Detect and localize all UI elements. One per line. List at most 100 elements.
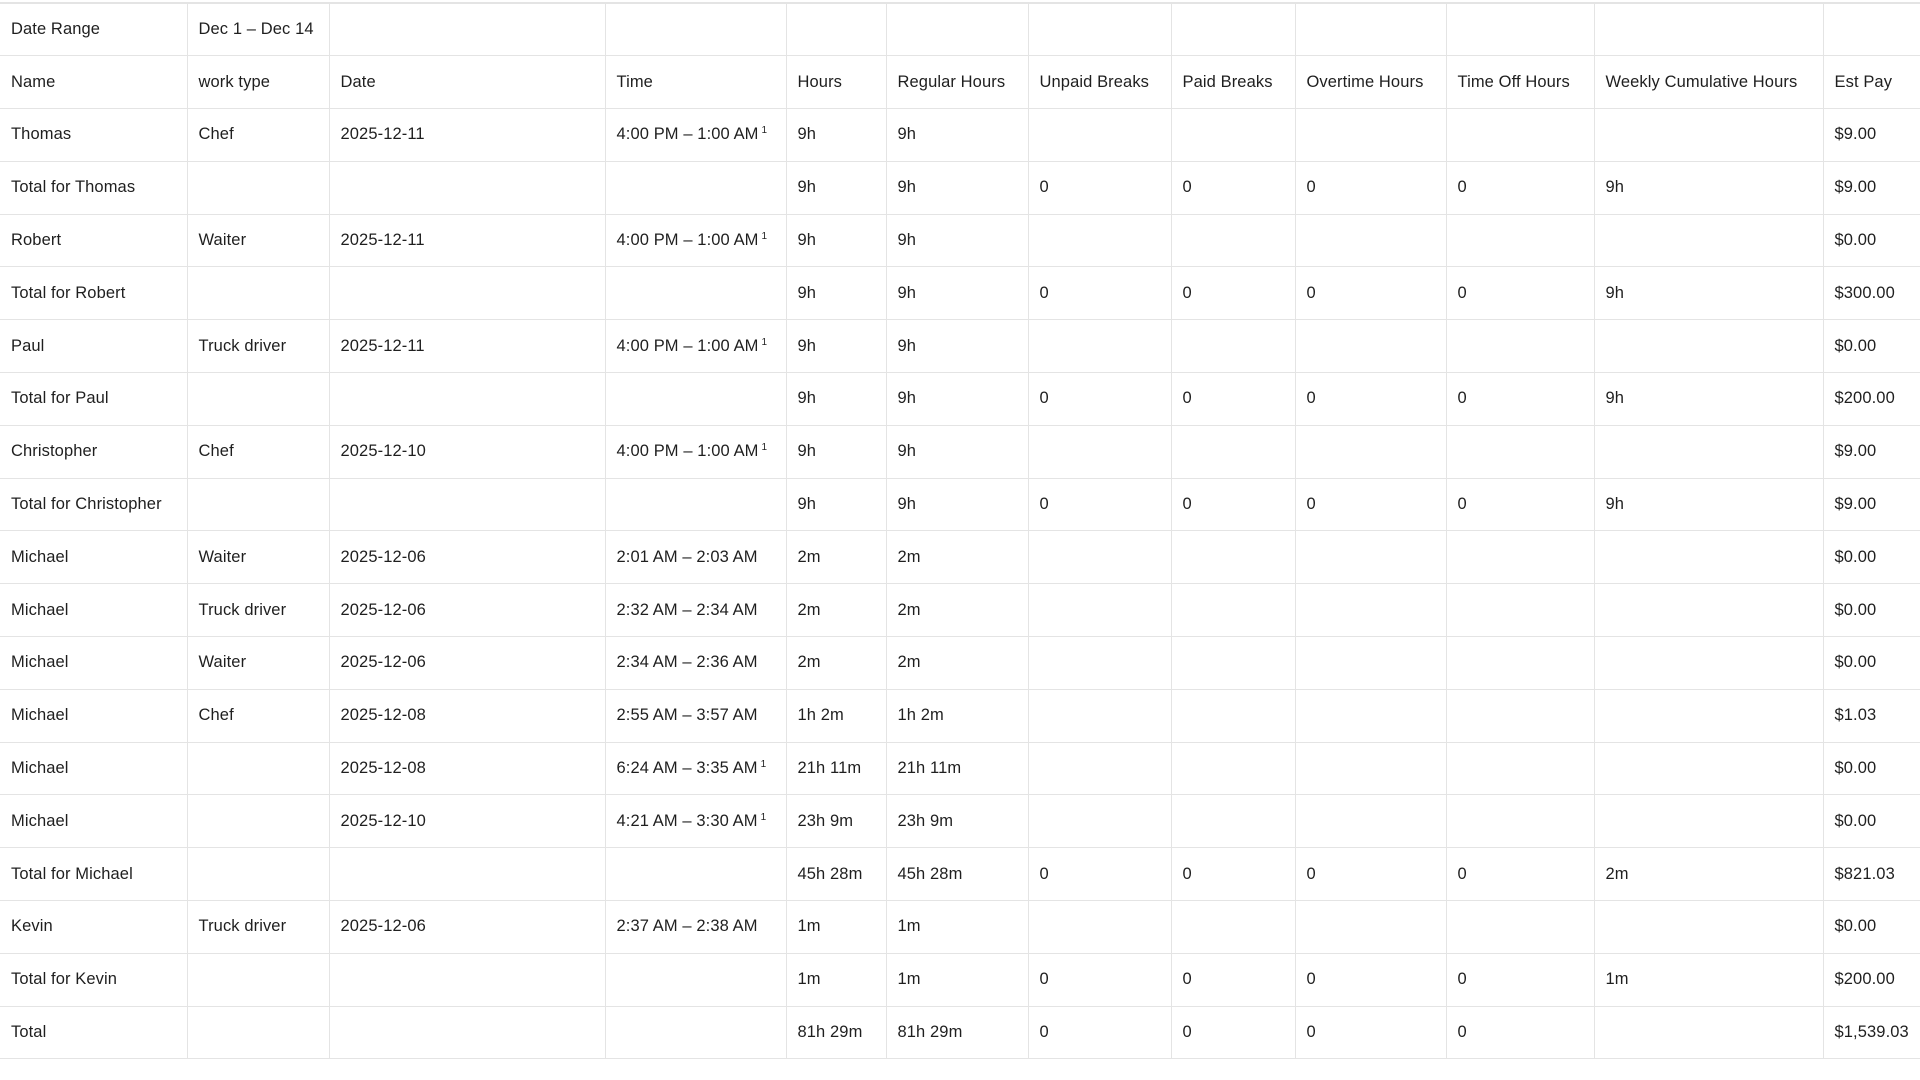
cell-time-off-hours[interactable]: 0 xyxy=(1446,847,1595,902)
cell-est-pay[interactable]: $0.00 xyxy=(1823,900,1920,954)
cell-est-pay[interactable]: $200.00 xyxy=(1823,952,1920,1007)
cell-time-off-hours[interactable]: 0 xyxy=(1446,160,1595,215)
cell-est-pay[interactable]: $9.00 xyxy=(1823,477,1920,532)
cell-overtime-hours[interactable] xyxy=(1295,688,1447,743)
cell-work-type[interactable]: Truck driver xyxy=(187,900,330,954)
cell-date[interactable] xyxy=(329,160,606,215)
cell-date[interactable]: 2025-12-08 xyxy=(329,741,606,796)
cell-hours[interactable]: 1m xyxy=(786,900,887,954)
cell-paid-breaks[interactable] xyxy=(1171,636,1296,690)
cell-name[interactable]: Christopher xyxy=(0,424,188,479)
cell-date[interactable] xyxy=(329,1005,606,1060)
cell-overtime-hours[interactable] xyxy=(1295,794,1447,849)
cell-date[interactable]: 2025-12-11 xyxy=(329,213,606,268)
cell-time-off-hours[interactable] xyxy=(1446,794,1595,849)
cell-work-type[interactable]: Chef xyxy=(187,424,330,479)
cell-time[interactable]: 4:00 PM – 1:00 AM 1 xyxy=(605,319,787,374)
cell-time[interactable]: 2:34 AM – 2:36 AM xyxy=(605,636,787,690)
cell-unpaid-breaks[interactable] xyxy=(1028,213,1172,268)
cell-weekly-cumulative-hours[interactable]: 9h xyxy=(1594,372,1824,426)
cell-time[interactable]: 2:55 AM – 3:57 AM xyxy=(605,688,787,743)
cell-est-pay[interactable]: $9.00 xyxy=(1823,160,1920,215)
cell-est-pay[interactable]: $0.00 xyxy=(1823,794,1920,849)
cell-weekly-cumulative-hours[interactable] xyxy=(1594,741,1824,796)
cell-time-off-hours[interactable]: 0 xyxy=(1446,952,1595,1007)
cell-name[interactable]: Kevin xyxy=(0,900,188,954)
cell-unpaid-breaks[interactable] xyxy=(1028,424,1172,479)
cell-unpaid-breaks[interactable] xyxy=(1028,319,1172,374)
cell-overtime-hours[interactable] xyxy=(1295,319,1447,374)
cell-hours[interactable]: 9h xyxy=(786,266,887,321)
cell-time[interactable]: 4:21 AM – 3:30 AM 1 xyxy=(605,794,787,849)
cell-regular-hours[interactable]: 9h xyxy=(886,266,1029,321)
cell-date[interactable]: 2025-12-11 xyxy=(329,319,606,374)
cell-overtime-hours[interactable]: 0 xyxy=(1295,160,1447,215)
cell-regular-hours[interactable]: 9h xyxy=(886,424,1029,479)
column-header-name[interactable]: Name xyxy=(0,55,188,110)
cell-work-type[interactable]: Truck driver xyxy=(187,583,330,638)
cell-est-pay[interactable]: $821.03 xyxy=(1823,847,1920,902)
cell-time[interactable] xyxy=(605,477,787,532)
cell-date[interactable]: 2025-12-11 xyxy=(329,108,606,162)
cell-time[interactable] xyxy=(605,847,787,902)
empty-cell[interactable] xyxy=(329,2,606,57)
cell-time[interactable]: 4:00 PM – 1:00 AM 1 xyxy=(605,213,787,268)
cell-time-off-hours[interactable] xyxy=(1446,900,1595,954)
cell-work-type[interactable]: Truck driver xyxy=(187,319,330,374)
cell-time[interactable]: 2:37 AM – 2:38 AM xyxy=(605,900,787,954)
cell-name[interactable]: Total for Kevin xyxy=(0,952,188,1007)
cell-name[interactable]: Total for Christopher xyxy=(0,477,188,532)
cell-name[interactable]: Robert xyxy=(0,213,188,268)
cell-time[interactable] xyxy=(605,160,787,215)
cell-overtime-hours[interactable]: 0 xyxy=(1295,847,1447,902)
cell-weekly-cumulative-hours[interactable] xyxy=(1594,108,1824,162)
cell-est-pay[interactable]: $0.00 xyxy=(1823,741,1920,796)
column-header-unpaid-breaks[interactable]: Unpaid Breaks xyxy=(1028,55,1172,110)
cell-name[interactable]: Thomas xyxy=(0,108,188,162)
cell-name[interactable]: Michael xyxy=(0,636,188,690)
cell-regular-hours[interactable]: 21h 11m xyxy=(886,741,1029,796)
cell-hours[interactable]: 2m xyxy=(786,530,887,585)
cell-time[interactable]: 4:00 PM – 1:00 AM 1 xyxy=(605,424,787,479)
cell-paid-breaks[interactable] xyxy=(1171,741,1296,796)
cell-overtime-hours[interactable] xyxy=(1295,108,1447,162)
column-header-paid-breaks[interactable]: Paid Breaks xyxy=(1171,55,1296,110)
cell-hours[interactable]: 45h 28m xyxy=(786,847,887,902)
cell-regular-hours[interactable]: 9h xyxy=(886,319,1029,374)
date-range-label[interactable]: Date Range xyxy=(0,2,188,57)
cell-unpaid-breaks[interactable] xyxy=(1028,530,1172,585)
cell-weekly-cumulative-hours[interactable] xyxy=(1594,424,1824,479)
cell-unpaid-breaks[interactable] xyxy=(1028,583,1172,638)
cell-paid-breaks[interactable] xyxy=(1171,900,1296,954)
cell-hours[interactable]: 23h 9m xyxy=(786,794,887,849)
cell-paid-breaks[interactable] xyxy=(1171,424,1296,479)
cell-weekly-cumulative-hours[interactable] xyxy=(1594,636,1824,690)
cell-work-type[interactable]: Waiter xyxy=(187,530,330,585)
date-range-value[interactable]: Dec 1 – Dec 14 xyxy=(187,2,330,57)
cell-hours[interactable]: 9h xyxy=(786,213,887,268)
cell-time[interactable] xyxy=(605,1005,787,1060)
cell-date[interactable]: 2025-12-06 xyxy=(329,636,606,690)
cell-regular-hours[interactable]: 1m xyxy=(886,900,1029,954)
cell-weekly-cumulative-hours[interactable]: 9h xyxy=(1594,160,1824,215)
cell-time-off-hours[interactable] xyxy=(1446,530,1595,585)
cell-regular-hours[interactable]: 9h xyxy=(886,160,1029,215)
cell-time-off-hours[interactable]: 0 xyxy=(1446,477,1595,532)
column-header-time[interactable]: Time xyxy=(605,55,787,110)
cell-date[interactable]: 2025-12-06 xyxy=(329,530,606,585)
cell-work-type[interactable] xyxy=(187,372,330,426)
cell-time-off-hours[interactable] xyxy=(1446,583,1595,638)
cell-est-pay[interactable]: $9.00 xyxy=(1823,108,1920,162)
column-header-date[interactable]: Date xyxy=(329,55,606,110)
cell-est-pay[interactable]: $0.00 xyxy=(1823,319,1920,374)
column-header-overtime-hours[interactable]: Overtime Hours xyxy=(1295,55,1447,110)
cell-date[interactable] xyxy=(329,477,606,532)
cell-paid-breaks[interactable]: 0 xyxy=(1171,847,1296,902)
empty-cell[interactable] xyxy=(1295,2,1447,57)
cell-work-type[interactable] xyxy=(187,477,330,532)
cell-name[interactable]: Total xyxy=(0,1005,188,1060)
cell-overtime-hours[interactable] xyxy=(1295,530,1447,585)
cell-overtime-hours[interactable] xyxy=(1295,424,1447,479)
cell-unpaid-breaks[interactable] xyxy=(1028,108,1172,162)
cell-hours[interactable]: 1m xyxy=(786,952,887,1007)
